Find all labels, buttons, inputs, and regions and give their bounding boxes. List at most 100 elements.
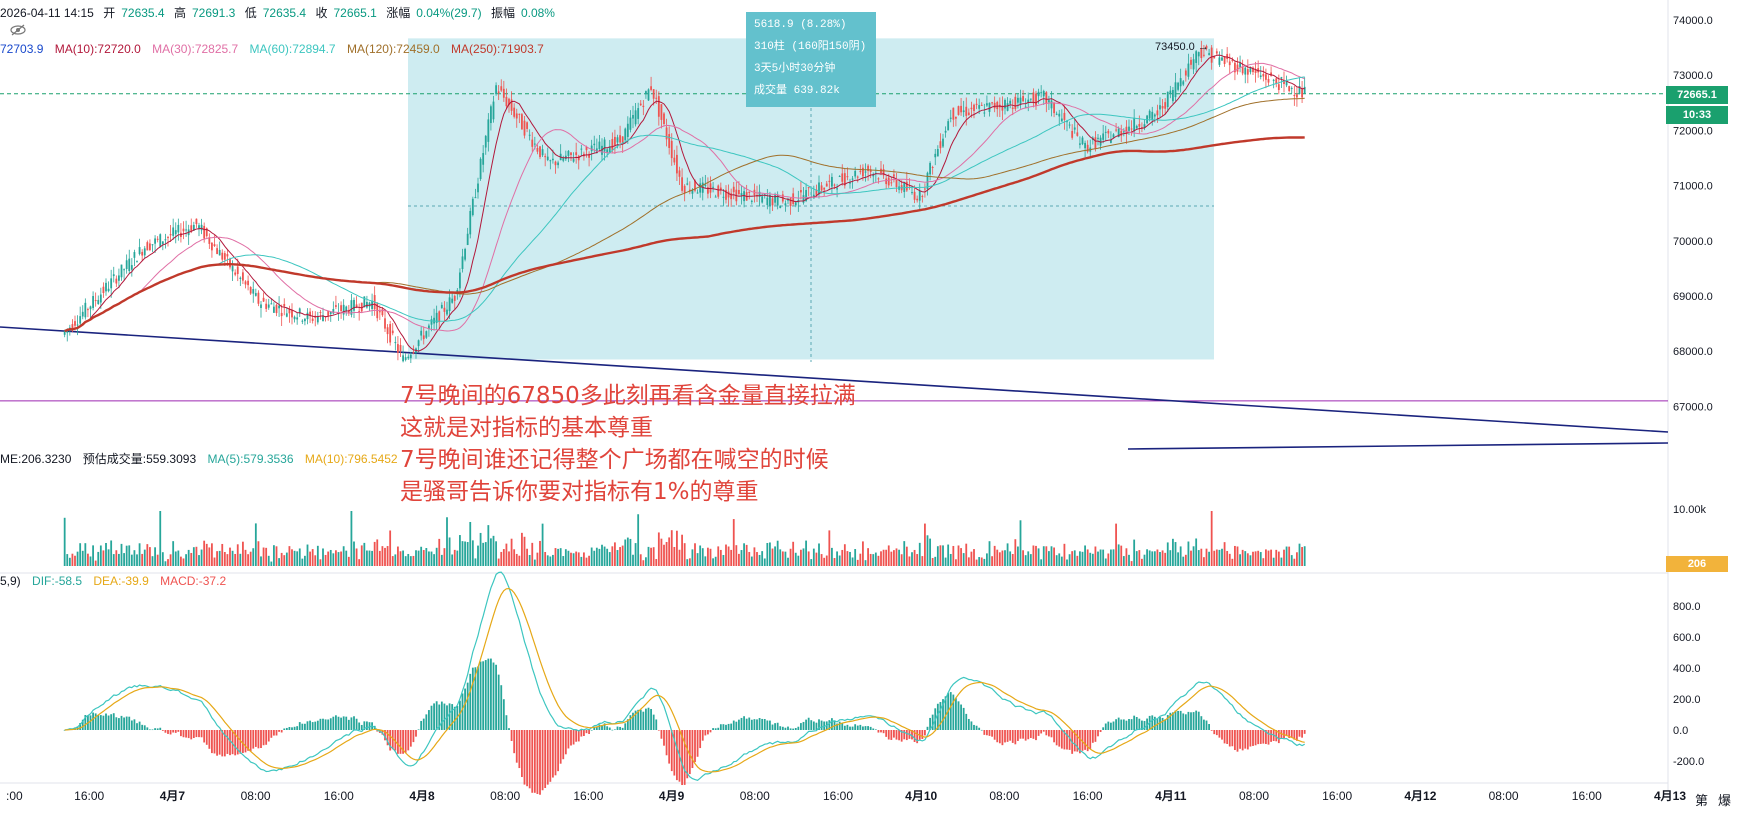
annotation-text[interactable]: 7号晚间的67850多此刻再看含金量直接拉满 这就是对指标的基本尊重 7号晚间谁…	[400, 380, 856, 508]
volume-bar	[823, 557, 826, 566]
candle-body	[438, 311, 441, 323]
corner-button-1[interactable]: 第	[1695, 793, 1709, 808]
macd-histogram-bar	[611, 729, 614, 731]
volume-legend-item: MA(10):796.5452	[304, 452, 398, 466]
macd-histogram-bar	[443, 703, 446, 730]
macd-histogram-bar	[1035, 730, 1037, 741]
price-axis-label: 73000.0	[1673, 70, 1713, 82]
volume-bar	[350, 511, 353, 566]
candle-body	[311, 318, 314, 321]
macd-histogram-bar	[1037, 730, 1040, 736]
volume-bar	[138, 543, 141, 566]
volume-bar	[851, 557, 854, 566]
volume-bar	[763, 558, 766, 566]
volume-bar	[386, 546, 389, 566]
candle-body	[996, 101, 999, 110]
candle-body	[665, 127, 668, 140]
macd-histogram-bar	[1296, 730, 1298, 741]
candle-body	[112, 274, 115, 277]
candle-body	[709, 183, 712, 193]
volume-bar	[1045, 546, 1048, 566]
volume-axis-label: 10.00k	[1673, 504, 1707, 516]
volume-bar	[1060, 556, 1063, 566]
volume-legend: ME:206.3230 预估成交量:559.3093 MA(5):579.353…	[0, 450, 406, 467]
volume-bar	[895, 548, 898, 566]
macd-histogram-bar	[211, 730, 213, 754]
volume-bar	[174, 551, 177, 566]
candle-body	[1301, 89, 1303, 98]
candle-body	[931, 167, 934, 169]
volume-bar	[1241, 549, 1244, 566]
volume-bar	[151, 556, 154, 566]
candle-body	[570, 152, 572, 155]
macd-histogram-bar	[1151, 715, 1154, 730]
volume-bar	[123, 553, 125, 566]
macd-histogram-bar	[965, 713, 968, 730]
descending-trendline	[0, 326, 1669, 433]
volume-bar	[973, 549, 975, 566]
visibility-eye-icon[interactable]	[10, 24, 26, 39]
candle-body	[820, 185, 823, 191]
volume-bar	[249, 551, 252, 566]
volume-bar	[115, 550, 118, 566]
candle-body	[727, 191, 730, 198]
macd-histogram-bar	[670, 730, 673, 772]
ohlc-high: 72691.3	[191, 6, 236, 20]
time-axis-label: 08:00	[1489, 789, 1519, 803]
macd-histogram-bar	[1143, 720, 1146, 730]
volume-bar	[541, 523, 544, 566]
macd-histogram-bar	[164, 730, 167, 733]
volume-bar	[1249, 555, 1252, 566]
volume-bar	[1231, 558, 1234, 566]
macd-histogram-bar	[996, 730, 999, 743]
candle-body	[1024, 106, 1027, 108]
macd-histogram-bar	[311, 722, 314, 730]
measure-tool-box[interactable]: 5618.9 (8.28%) 310柱 (160阳150阴) 3天5小时30分钟…	[746, 12, 876, 107]
macd-histogram-bar	[252, 730, 255, 749]
macd-histogram-bar	[1169, 712, 1172, 730]
candle-body	[1042, 90, 1045, 97]
volume-bar	[1221, 548, 1223, 566]
macd-histogram-bar	[487, 658, 490, 730]
ma-legend-item: MA(250):71903.7	[451, 42, 544, 56]
macd-histogram-bar	[275, 730, 278, 736]
candle-body	[1068, 124, 1071, 126]
macd-histogram-bar	[846, 724, 849, 730]
macd-histogram-bar	[833, 720, 836, 730]
candle-body	[459, 272, 461, 289]
volume-bar	[818, 543, 820, 566]
volume-bar	[655, 559, 658, 566]
volume-bar	[1303, 546, 1306, 566]
macd-histogram-bar	[998, 730, 1001, 744]
volume-bar	[980, 557, 983, 566]
volume-bar	[756, 552, 758, 566]
candle-body	[523, 120, 526, 136]
volume-bar	[996, 549, 999, 566]
volume-bar	[1262, 558, 1265, 566]
macd-histogram-bar	[526, 730, 528, 787]
candle-body	[1192, 59, 1195, 70]
candle-body	[841, 173, 844, 182]
candle-body	[1110, 139, 1112, 143]
volume-bar	[1272, 557, 1275, 566]
candle-body	[391, 330, 394, 334]
macd-histogram-bar	[518, 730, 521, 769]
macd-histogram-bar	[508, 728, 510, 730]
candle-body	[267, 304, 270, 308]
macd-histogram-bar	[851, 726, 854, 730]
volume-bar	[192, 547, 195, 566]
corner-button-2[interactable]: 爆	[1718, 793, 1732, 808]
volume-bar	[164, 561, 167, 566]
macd-histogram-bar	[353, 716, 355, 730]
macd-histogram-bar	[590, 729, 593, 731]
candle-body	[123, 269, 125, 271]
volume-bar	[1187, 541, 1190, 566]
volume-bar	[102, 550, 105, 566]
macd-histogram-bar	[789, 728, 792, 730]
volume-bar	[779, 549, 782, 566]
macd-histogram-bar	[978, 727, 981, 730]
macd-histogram-bar	[360, 724, 363, 730]
macd-histogram-bar	[1234, 730, 1236, 751]
